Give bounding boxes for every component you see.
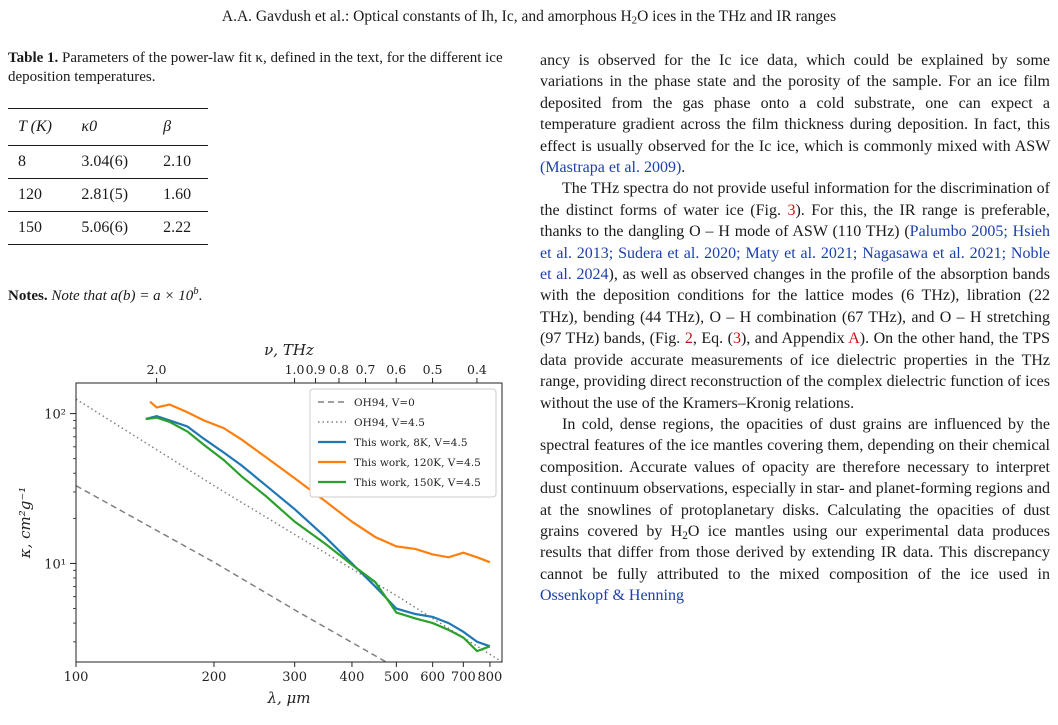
table-header-cell: T (K) [18,118,52,135]
table-cell: 120 [18,186,42,203]
table-cell: 1.60 [163,186,192,203]
x-tick-label: 200 [202,670,227,685]
table-caption-text: Parameters of the power-law fit κ, defin… [8,50,503,85]
series-line [76,485,387,662]
x-tick-label: 100 [64,670,89,685]
table-cell: 3.04(6) [81,153,129,170]
citation-link[interactable]: Ossenkopf & Henning [540,587,684,605]
notes-label: Notes. [8,288,48,304]
appendix-link[interactable]: A [848,330,860,348]
y-axis-label: κ, cm²g⁻¹ [16,487,34,560]
top-tick-label: 0.9 [306,362,326,377]
plot-frame [75,382,503,663]
top-tick-label: 0.7 [356,362,376,377]
running-header: A.A. Gavdush et al.: Optical constants o… [221,8,837,27]
x-tick-label: 800 [478,670,503,685]
series-line [145,415,491,648]
top-axis-label: ν, THz [264,341,314,359]
x-tick-label: 500 [384,670,409,685]
y-tick-label: 10¹ [44,557,66,572]
figure-link[interactable]: 2 [684,330,693,348]
x-tick-label: 600 [420,670,445,685]
x-tick-label: 300 [282,670,307,685]
legend-label: This work, 150K, V=4.5 [354,477,481,489]
table-cell: 5.06(6) [81,219,129,236]
table-cell: 8 [18,153,26,170]
top-tick-label: 2.0 [147,362,167,377]
table-notes: Notes. Note that a(b) = a × 10b. [8,286,203,304]
parameters-table: T (K) κ0 β 8 3.04(6) 2.10 120 2.81(5) 1.… [8,108,208,245]
table-caption-label: Table 1. [8,50,59,66]
citation-link[interactable]: Palumbo 2005; Hsieh et al. 2013; Sudera … [540,223,1051,284]
table-caption: Table 1. Parameters of the power-law fit… [8,49,526,87]
y-tick-label: 10² [44,408,66,423]
table-cell: 2.10 [163,153,192,170]
top-tick-label: 0.8 [329,362,349,377]
body-text-column: ancy is observed for the Ic ice data, wh… [540,50,1050,607]
x-axis-label: λ, μm [266,689,310,707]
table-cell: 150 [18,219,42,236]
table-cell: 2.22 [163,219,192,236]
table-cell: 2.81(5) [81,186,129,203]
series-line [149,400,491,564]
paragraph: ancy is observed for the Ic ice data, wh… [540,52,1050,177]
top-tick-label: 0.6 [386,362,406,377]
equation-link[interactable]: 3 [732,330,741,348]
notes-text: Note that a(b) = a × 10 [51,288,194,304]
legend-box [309,388,497,498]
x-tick-label: 400 [340,670,365,685]
figure-link[interactable]: 3 [787,201,796,219]
table-header-cell: β [163,118,172,135]
series-line [145,416,491,653]
table-header-cell: κ0 [81,118,98,135]
top-tick-label: 0.4 [467,362,487,377]
table-row: 8 3.04(6) 2.10 [8,146,208,179]
x-tick-label: 700 [451,670,476,685]
legend-label: This work, 8K, V=4.5 [354,437,468,449]
opacity-chart: 100 200 300 400 500 600 700 800 10¹ 10² 0.4 0.5 0.6 0… [16,341,503,707]
top-tick-label: 1.0 [285,362,305,377]
table-row: 150 5.06(6) 2.22 [8,212,208,245]
citation-link[interactable]: (Mastrapa et al. 2009) [540,159,682,177]
table-header-row: T (K) κ0 β [8,108,208,146]
paragraph: The THz spectra do not provide useful in… [540,180,1051,412]
top-tick-label: 0.5 [423,362,443,377]
paragraph: In cold, dense regions, the opacities of… [540,415,1051,605]
legend-label: OH94, V=4.5 [354,417,425,429]
legend-label: OH94, V=0 [354,397,415,409]
legend-label: This work, 120K, V=4.5 [354,457,481,469]
table-row: 120 2.81(5) 1.60 [8,179,208,212]
